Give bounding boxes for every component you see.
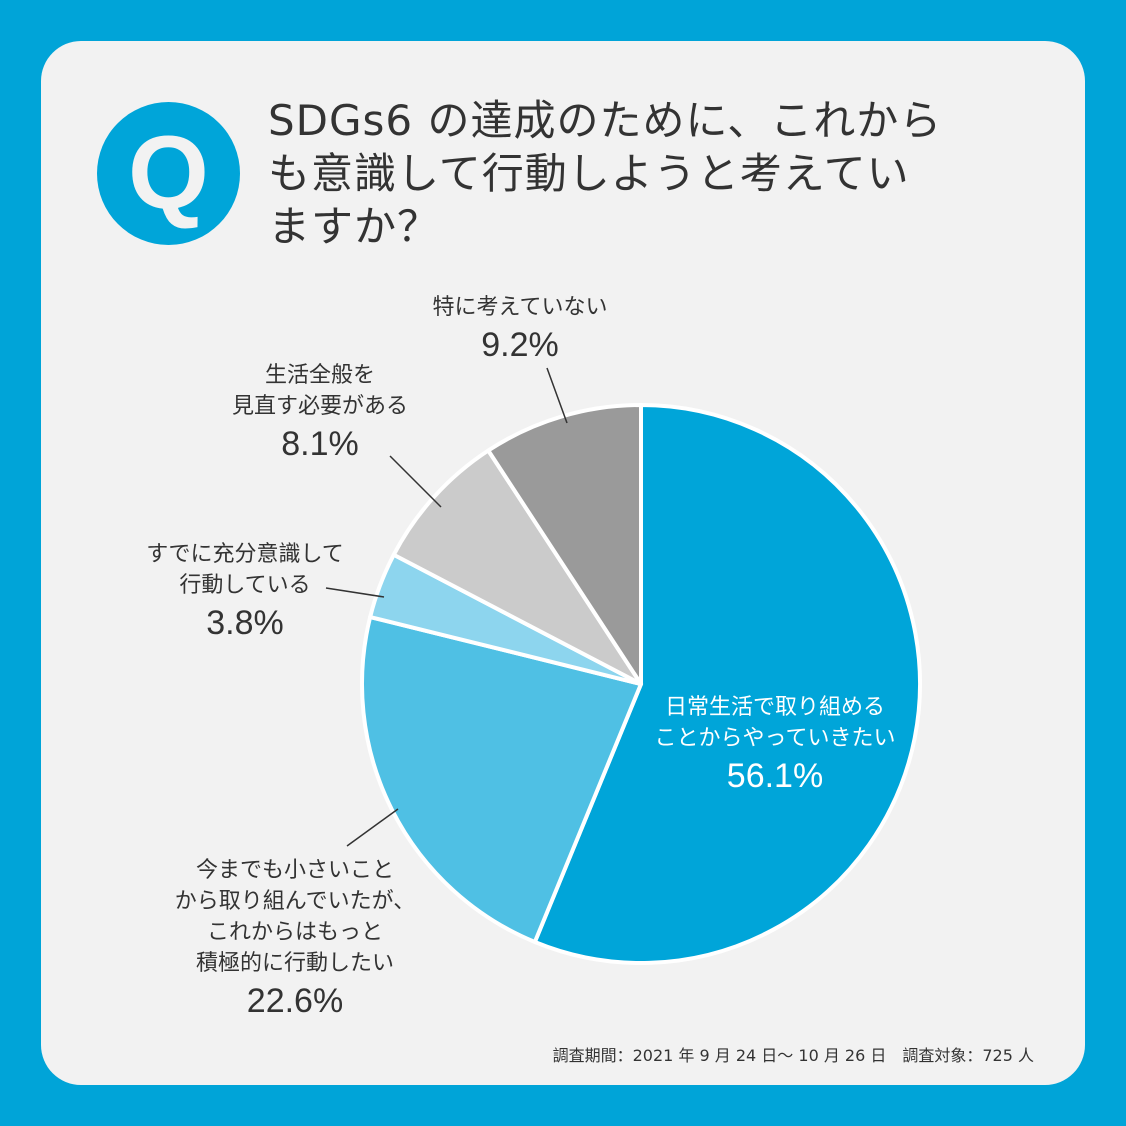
- label-already-line-1: すでに充分意識して: [146, 542, 344, 567]
- label-daily: 日常生活で取り組める ことからやっていきたい 56.1%: [630, 692, 920, 796]
- label-more-active-line-2: から取り組んでいたが、: [174, 889, 416, 914]
- label-none: 特に考えていない 9.2%: [400, 292, 640, 365]
- leader-line-review: [389, 455, 442, 508]
- label-already-line-2: 行動している: [179, 573, 311, 598]
- label-already-pct: 3.8%: [206, 604, 284, 642]
- label-more-active: 今までも小さいこと から取り組んでいたが、 これからはもっと 積極的に行動したい…: [145, 855, 445, 1021]
- question-title: SDGs6 の達成のために、これから も意識して行動しようと考えてい ますか？: [268, 94, 1008, 253]
- label-more-active-line-1: 今までも小さいこと: [195, 858, 394, 883]
- leader-line-already: [325, 587, 385, 598]
- label-review-line-2: 見直す必要がある: [231, 394, 408, 419]
- pie-slice-3: [391, 448, 643, 686]
- title-line-3: ますか？: [268, 202, 441, 251]
- question-badge-icon: Q: [97, 102, 240, 245]
- question-badge-letter: Q: [128, 115, 209, 231]
- label-none-pct: 9.2%: [481, 326, 559, 364]
- survey-footnote: 調査期間：2021 年 9 月 24 日～ 10 月 26 日 調査対象：725…: [552, 1046, 1034, 1065]
- pie-slice-4: [486, 403, 643, 686]
- label-review-pct: 8.1%: [281, 425, 359, 463]
- pie-slices: [360, 403, 922, 965]
- leader-line-none: [546, 367, 568, 424]
- label-review: 生活全般を 見直す必要がある 8.1%: [200, 360, 440, 464]
- label-daily-pct: 56.1%: [726, 757, 824, 795]
- label-already: すでに充分意識して 行動している 3.8%: [110, 539, 380, 643]
- label-daily-line-1: 日常生活で取り組める: [664, 695, 885, 720]
- leader-lines: [325, 367, 568, 847]
- label-daily-line-2: ことからやっていきたい: [654, 726, 896, 751]
- label-more-active-line-3: これからはもっと: [206, 920, 383, 945]
- label-none-line-1: 特に考えていない: [432, 295, 608, 320]
- pie-slice-1: [360, 615, 643, 945]
- title-line-1: SDGs6 の達成のために、これから: [268, 96, 943, 145]
- title-line-2: も意識して行動しようと考えてい: [268, 149, 910, 198]
- label-more-active-pct: 22.6%: [246, 982, 344, 1020]
- leader-line-more-active: [346, 808, 399, 847]
- label-review-line-1: 生活全般を: [264, 363, 375, 388]
- pie-slice-0: [532, 403, 922, 965]
- label-more-active-line-4: 積極的に行動したい: [195, 951, 394, 976]
